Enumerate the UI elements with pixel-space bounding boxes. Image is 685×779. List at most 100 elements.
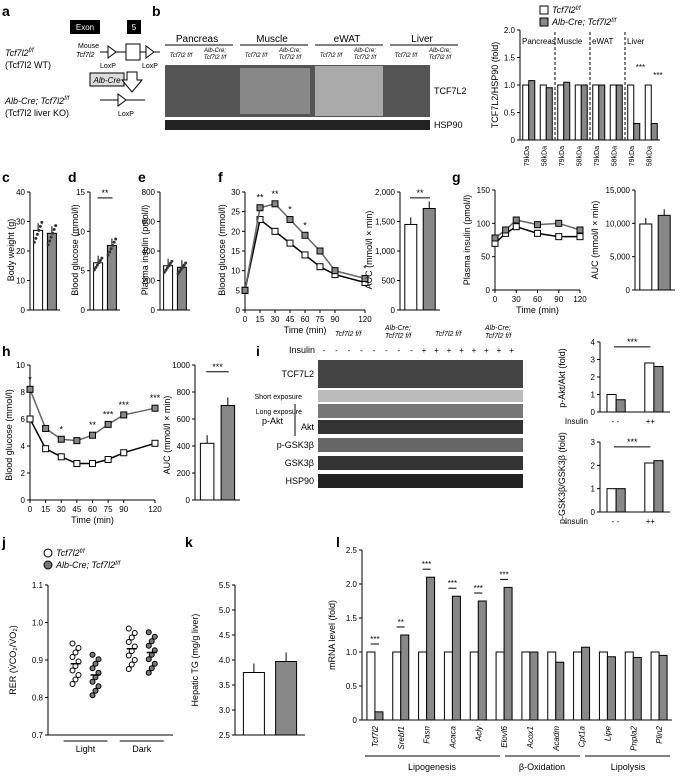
- blot-ewat-area: [315, 66, 383, 116]
- e-point: [164, 268, 168, 272]
- l-y-tick-label: 2.0: [346, 580, 358, 589]
- e-y-label: Plasma insulin (pmol/l): [140, 205, 150, 296]
- f-auc-y-tick-label: 1,000: [375, 247, 396, 256]
- d-point: [106, 253, 110, 257]
- f-auc-y-tick-label: 0: [391, 306, 396, 315]
- loxp3-icon: [117, 93, 127, 107]
- geno-ko-label-1: Alb-Cre;: [278, 48, 301, 54]
- j-point: [128, 634, 135, 641]
- panel-label-h: h: [2, 343, 11, 359]
- b-section-label: Muscle: [557, 37, 583, 46]
- i-akt-sig: ***: [627, 337, 638, 347]
- h-auc-y-tick-label: 1000: [172, 361, 190, 370]
- l-bar: [658, 654, 668, 721]
- f-point: [286, 216, 294, 224]
- f-point: [301, 251, 309, 259]
- i-insulin-sign: +: [497, 346, 502, 355]
- f-point: [331, 267, 339, 275]
- b-bar: [592, 84, 600, 141]
- d-y-tick-label: 10: [76, 227, 85, 236]
- l-y-tick-label: 1.5: [346, 614, 358, 623]
- b-x-tick-label: 79kDa: [629, 146, 636, 166]
- h-auc-bar: [199, 442, 215, 501]
- l-bar: [443, 651, 453, 721]
- h-auc-y-tick-label: 200: [177, 469, 191, 478]
- d-y-tick-label: 0: [81, 306, 86, 315]
- l-sig: **: [398, 618, 404, 627]
- g-point: [491, 234, 499, 242]
- j-point: [125, 625, 132, 632]
- f-x-tick-label: 30: [271, 315, 280, 324]
- j-point: [69, 681, 76, 687]
- i-gsk-y-tick-label: 0: [591, 508, 596, 517]
- l-bar: [521, 651, 531, 721]
- i-geno-label: Alb-Cre;: [384, 325, 411, 332]
- hsp90-blot: [165, 120, 430, 130]
- panel-label-i: i: [256, 343, 260, 359]
- l-x-tick-label: Plin2: [655, 725, 664, 743]
- d-sig: **: [101, 188, 109, 198]
- f-point: [256, 216, 264, 224]
- f-auc-y-tick-label: 500: [382, 277, 396, 286]
- c-point: [48, 239, 52, 243]
- h-sig: ***: [150, 393, 161, 403]
- l-x-tick-label: Cpt1a: [578, 725, 587, 747]
- e-point: [178, 270, 182, 274]
- i-insulin-sign: -: [348, 346, 351, 355]
- panel-a-schematic: Exon 5 Tcf7l2f/f (Tcf7l2 WT) Mouse Tcf7l…: [4, 20, 160, 118]
- group-lipogenesis: Lipogenesis: [408, 762, 457, 772]
- h-x-tick-label: 120: [148, 505, 162, 514]
- i-akt-insulin-label: Insulin: [565, 417, 588, 426]
- band-hsp90: HSP90: [434, 120, 463, 130]
- tissue-label: Liver: [411, 34, 433, 45]
- panel-label-a: a: [2, 3, 10, 19]
- j-point: [92, 687, 99, 694]
- b-x-tick-label: 58kDa: [541, 146, 548, 166]
- h-point: [120, 449, 128, 457]
- c-point: [34, 236, 38, 240]
- l-y-label: mRNA level (fold): [327, 600, 337, 670]
- e-point: [165, 266, 169, 270]
- j-point: [125, 666, 132, 672]
- i-insulin-sign: -: [335, 346, 338, 355]
- j-point: [145, 642, 152, 649]
- j-point: [72, 649, 79, 656]
- l-x-tick-label: Fasn: [423, 725, 432, 743]
- l-sig: ***: [422, 560, 431, 569]
- i-geno-label: Alb-Cre;: [484, 325, 511, 332]
- b-bar: [539, 84, 547, 141]
- l-bar: [650, 651, 660, 721]
- exon5-box: [127, 20, 141, 34]
- loxp1-label: LoxP: [100, 63, 116, 70]
- b-bar: [598, 84, 606, 141]
- i-row-label: Akt: [301, 422, 315, 432]
- h-auc-sig: ***: [212, 362, 223, 372]
- i-row-label: p-GSK3β: [277, 440, 314, 450]
- i-akt-y-tick-label: 0: [591, 408, 596, 417]
- g-y-tick-label: 0: [486, 286, 491, 295]
- b-y-tick-label: 2.0: [504, 26, 516, 35]
- l-sig: ***: [448, 579, 457, 588]
- l-bar: [426, 576, 436, 721]
- i-insulin-label: Insulin: [289, 345, 315, 355]
- f-auc-y-tick-label: 1,500: [375, 218, 396, 227]
- b-bar: [615, 84, 623, 141]
- loxp2-label: LoxP: [142, 63, 158, 70]
- k-y-label: Hepatic TG (mg/g liver): [190, 614, 200, 707]
- legend-ko-label: Alb-Cre; Tcf7l2f/f: [551, 17, 618, 27]
- k-y-tick-label: 3.0: [219, 706, 231, 715]
- panel-label-e: e: [138, 169, 146, 185]
- ko-line2: (Tcf7l2 liver KO): [5, 108, 69, 118]
- b-section-label: eWAT: [592, 37, 613, 46]
- i-gsk-sig: ***: [627, 437, 638, 447]
- panel-label-f: f: [218, 169, 223, 185]
- i-akt-x-plus: ++: [646, 417, 656, 426]
- l-bar: [418, 651, 428, 721]
- f-auc-y-tick-label: 2,000: [375, 188, 396, 197]
- c-y-tick-label: 10: [16, 277, 25, 286]
- k-y-tick-label: 4.5: [219, 631, 231, 640]
- i-gsk-bar: [653, 460, 664, 513]
- l-x-tick-label: Acadm: [552, 726, 561, 752]
- f-y-tick-label: 15: [231, 247, 240, 256]
- d-point: [109, 247, 113, 251]
